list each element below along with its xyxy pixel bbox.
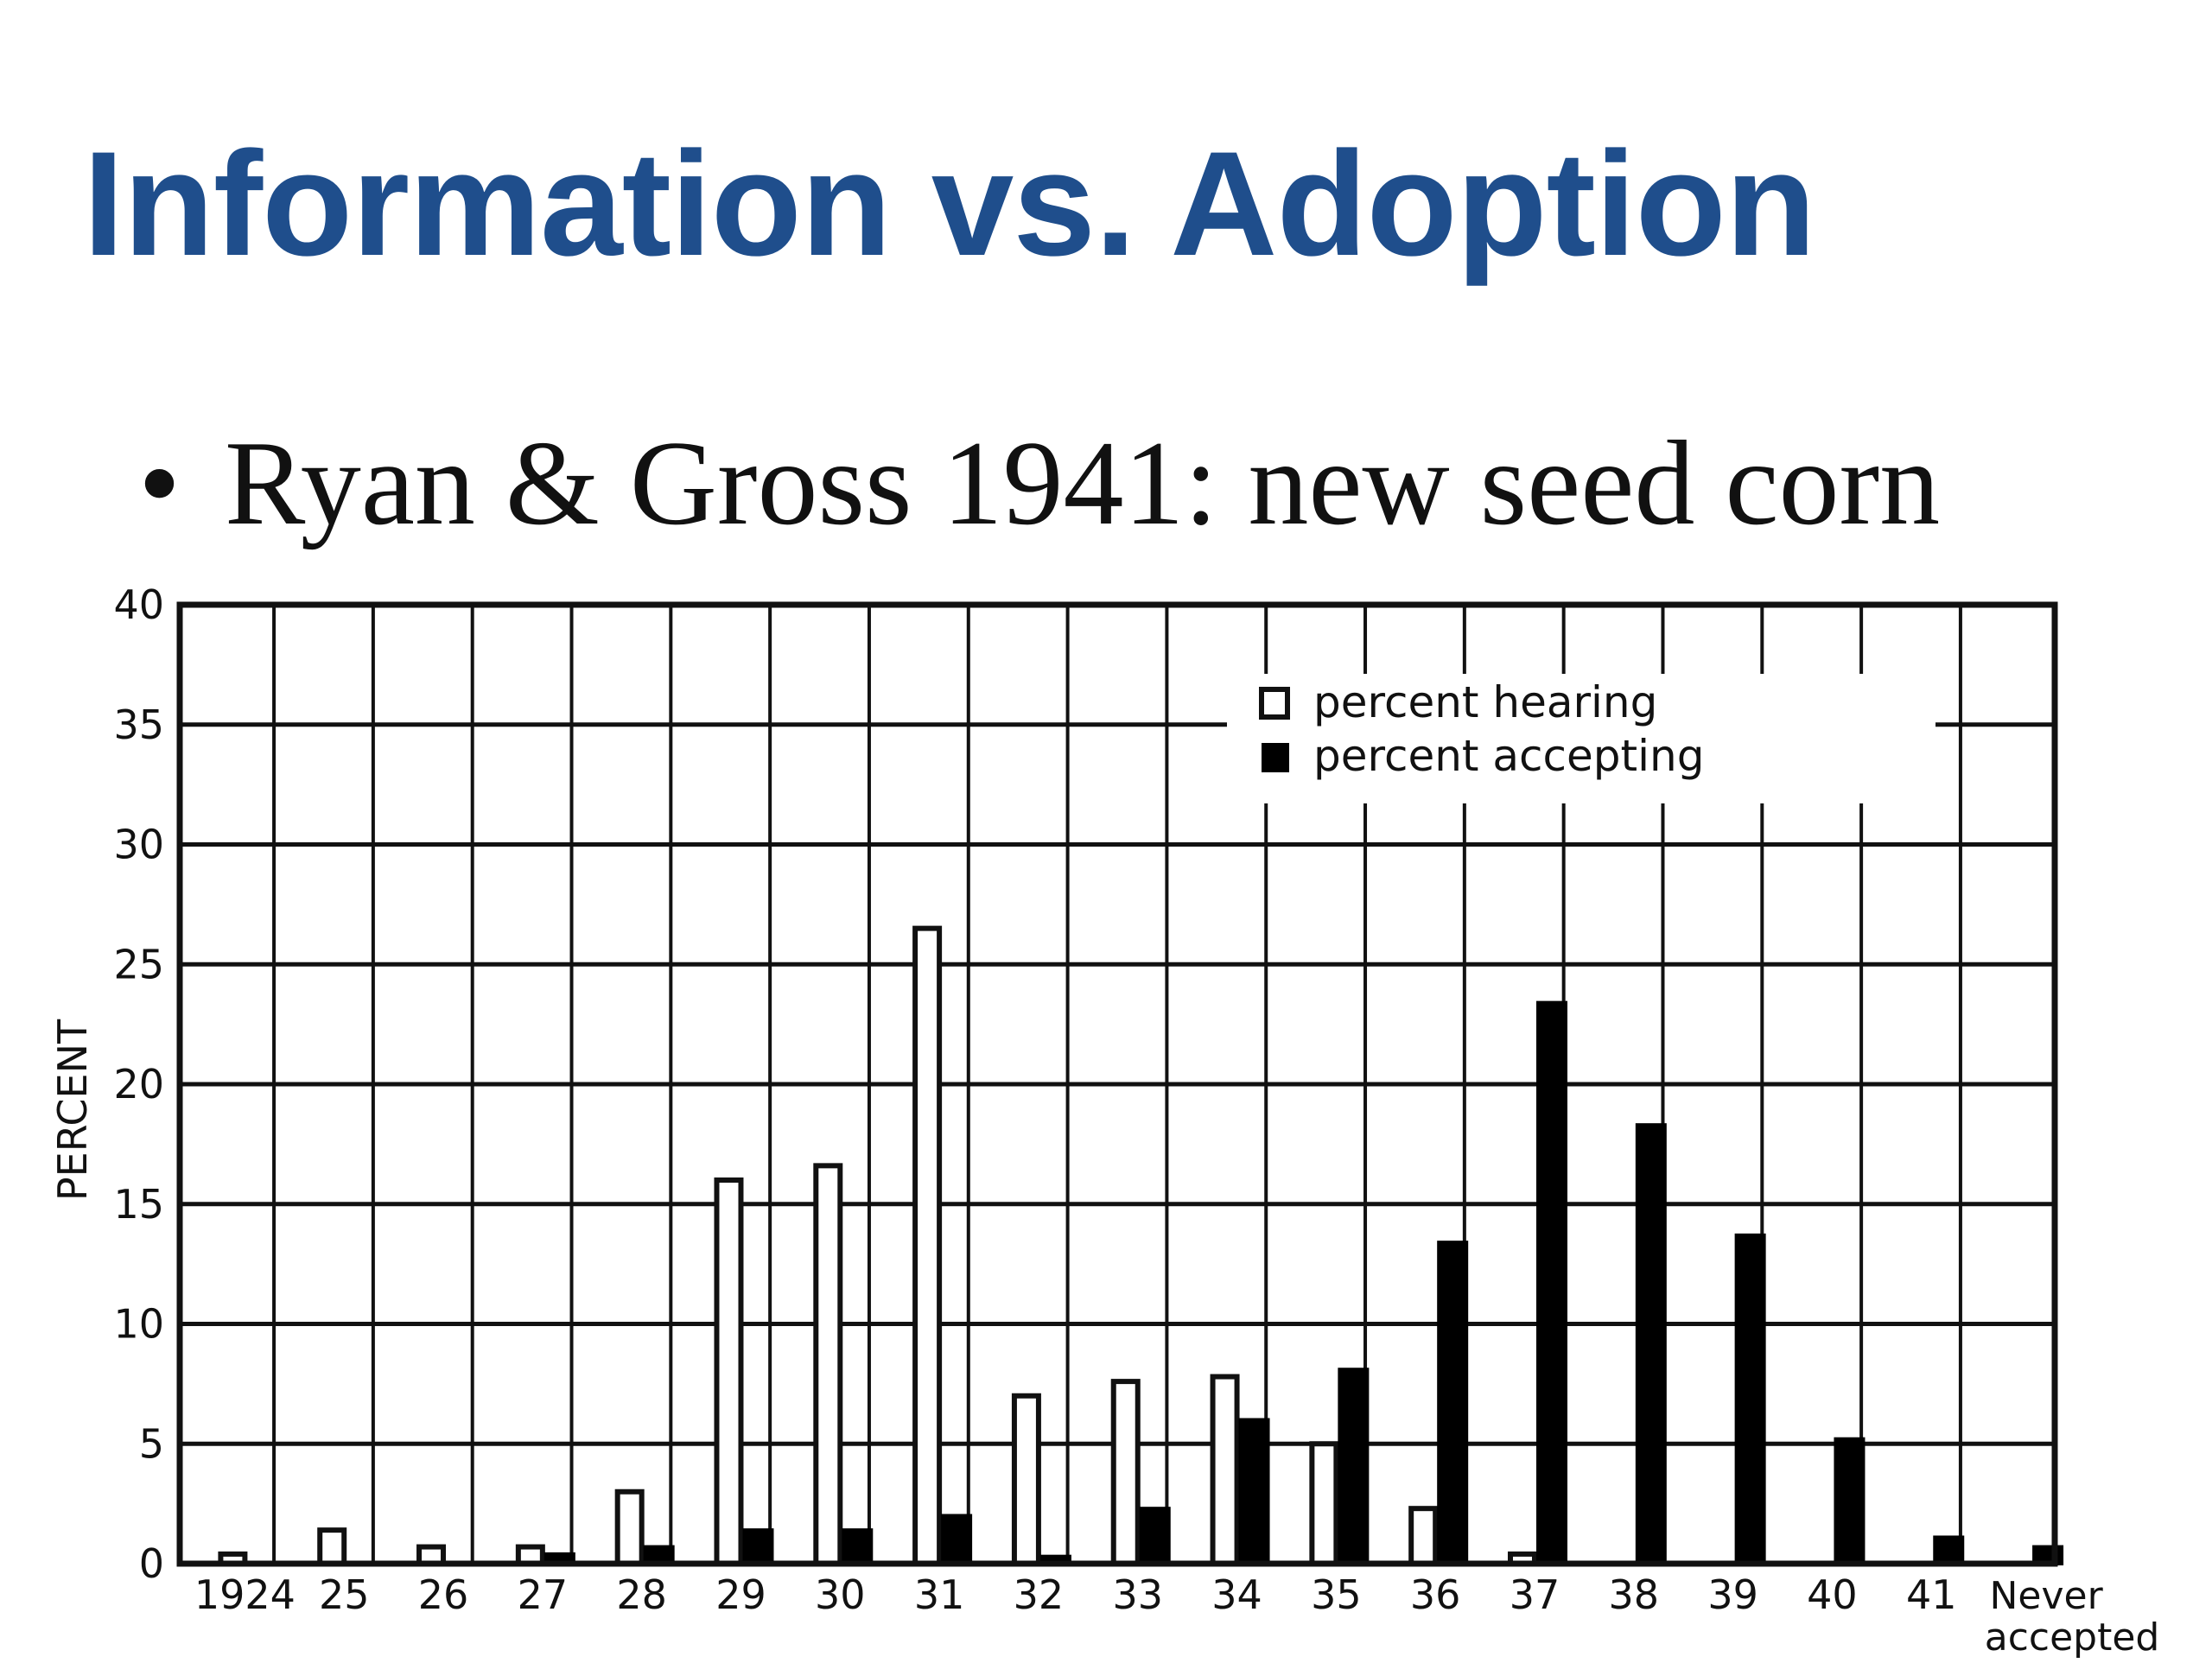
- x-tick-label: 30: [815, 1571, 866, 1618]
- x-tick-label: 26: [418, 1571, 469, 1618]
- x-tick-label: 32: [1014, 1571, 1065, 1618]
- bar-accepting: [1536, 1000, 1567, 1565]
- x-tick-label: 27: [518, 1571, 569, 1618]
- x-tick-label: 40: [1807, 1571, 1858, 1618]
- bars: [218, 925, 2064, 1567]
- bar-hearing: [813, 1163, 843, 1566]
- x-tick-label: accepted: [1985, 1615, 2160, 1659]
- x-tick-label: 41: [1906, 1571, 1957, 1618]
- bar-accepting: [1635, 1123, 1667, 1565]
- bar-hearing: [614, 1488, 645, 1566]
- bar-accepting: [941, 1514, 973, 1565]
- x-tick-label: 37: [1510, 1571, 1560, 1618]
- x-tick-label: 38: [1609, 1571, 1660, 1618]
- bar-accepting: [1933, 1535, 1965, 1565]
- legend-swatch-hearing: [1259, 687, 1290, 720]
- bar-accepting: [1437, 1241, 1469, 1566]
- legend-swatch-accepting: [1262, 743, 1289, 772]
- bar-hearing: [1309, 1441, 1339, 1566]
- bar-hearing: [912, 925, 943, 1566]
- legend-box: [1227, 674, 1936, 803]
- x-tick-label: 36: [1410, 1571, 1461, 1618]
- legend-label-accepting: percent accepting: [1313, 731, 1704, 781]
- x-tick-label: 39: [1707, 1571, 1758, 1618]
- bar-accepting: [1139, 1507, 1171, 1566]
- y-tick-label: 0: [139, 1540, 164, 1587]
- bar-accepting: [1734, 1233, 1766, 1565]
- bullet-dot: •: [138, 416, 181, 550]
- y-tick-label: 5: [139, 1420, 164, 1467]
- plot-frame: [176, 601, 2058, 1567]
- x-tick-label: 1924: [194, 1571, 296, 1618]
- y-tick-label: 25: [113, 941, 164, 987]
- bar-hearing: [714, 1177, 744, 1566]
- x-tick-label: 31: [914, 1571, 965, 1618]
- axes: 0 5 10 15 20 25 30 35 40 1924 25 26 27 28 29 30 31 32 33 34…: [49, 581, 2160, 1660]
- bar-hearing: [1011, 1393, 1041, 1566]
- y-tick-label: 30: [113, 822, 164, 868]
- x-tick-label: 25: [319, 1571, 370, 1618]
- chart-container: percent hearing percent accepting 0 5 10 15 2…: [0, 570, 2212, 1660]
- bar-accepting: [842, 1528, 874, 1566]
- bar-hearing: [1110, 1379, 1141, 1566]
- y-tick-label: 20: [113, 1061, 164, 1108]
- legend-label-hearing: percent hearing: [1313, 677, 1657, 727]
- bar-accepting: [1338, 1368, 1370, 1565]
- slide-title: Information vs. Adoption: [83, 121, 1816, 287]
- x-tick-label: 29: [715, 1571, 766, 1618]
- bullet-item: • Ryan & Gross 1941: new seed corn: [138, 423, 1940, 544]
- bar-hearing: [1210, 1374, 1240, 1566]
- x-tick-label: Never: [1989, 1574, 2103, 1618]
- x-tick-label: 33: [1112, 1571, 1163, 1618]
- bar-hearing: [317, 1527, 347, 1567]
- bar-accepting: [1834, 1437, 1866, 1566]
- x-tick-label: 28: [616, 1571, 667, 1618]
- y-tick-label: 15: [113, 1181, 164, 1228]
- y-axis-label: PERCENT: [49, 1019, 96, 1201]
- y-tick-label: 35: [113, 701, 164, 748]
- bar-hearing: [1408, 1506, 1439, 1567]
- x-tick-label: 34: [1211, 1571, 1262, 1618]
- bar-accepting: [742, 1528, 774, 1566]
- bar-accepting: [1238, 1418, 1270, 1565]
- x-tick-label: 35: [1311, 1571, 1362, 1618]
- y-tick-label: 10: [113, 1301, 164, 1348]
- bullet-text: Ryan & Gross 1941: new seed corn: [225, 416, 1941, 550]
- y-tick-label: 40: [113, 581, 164, 628]
